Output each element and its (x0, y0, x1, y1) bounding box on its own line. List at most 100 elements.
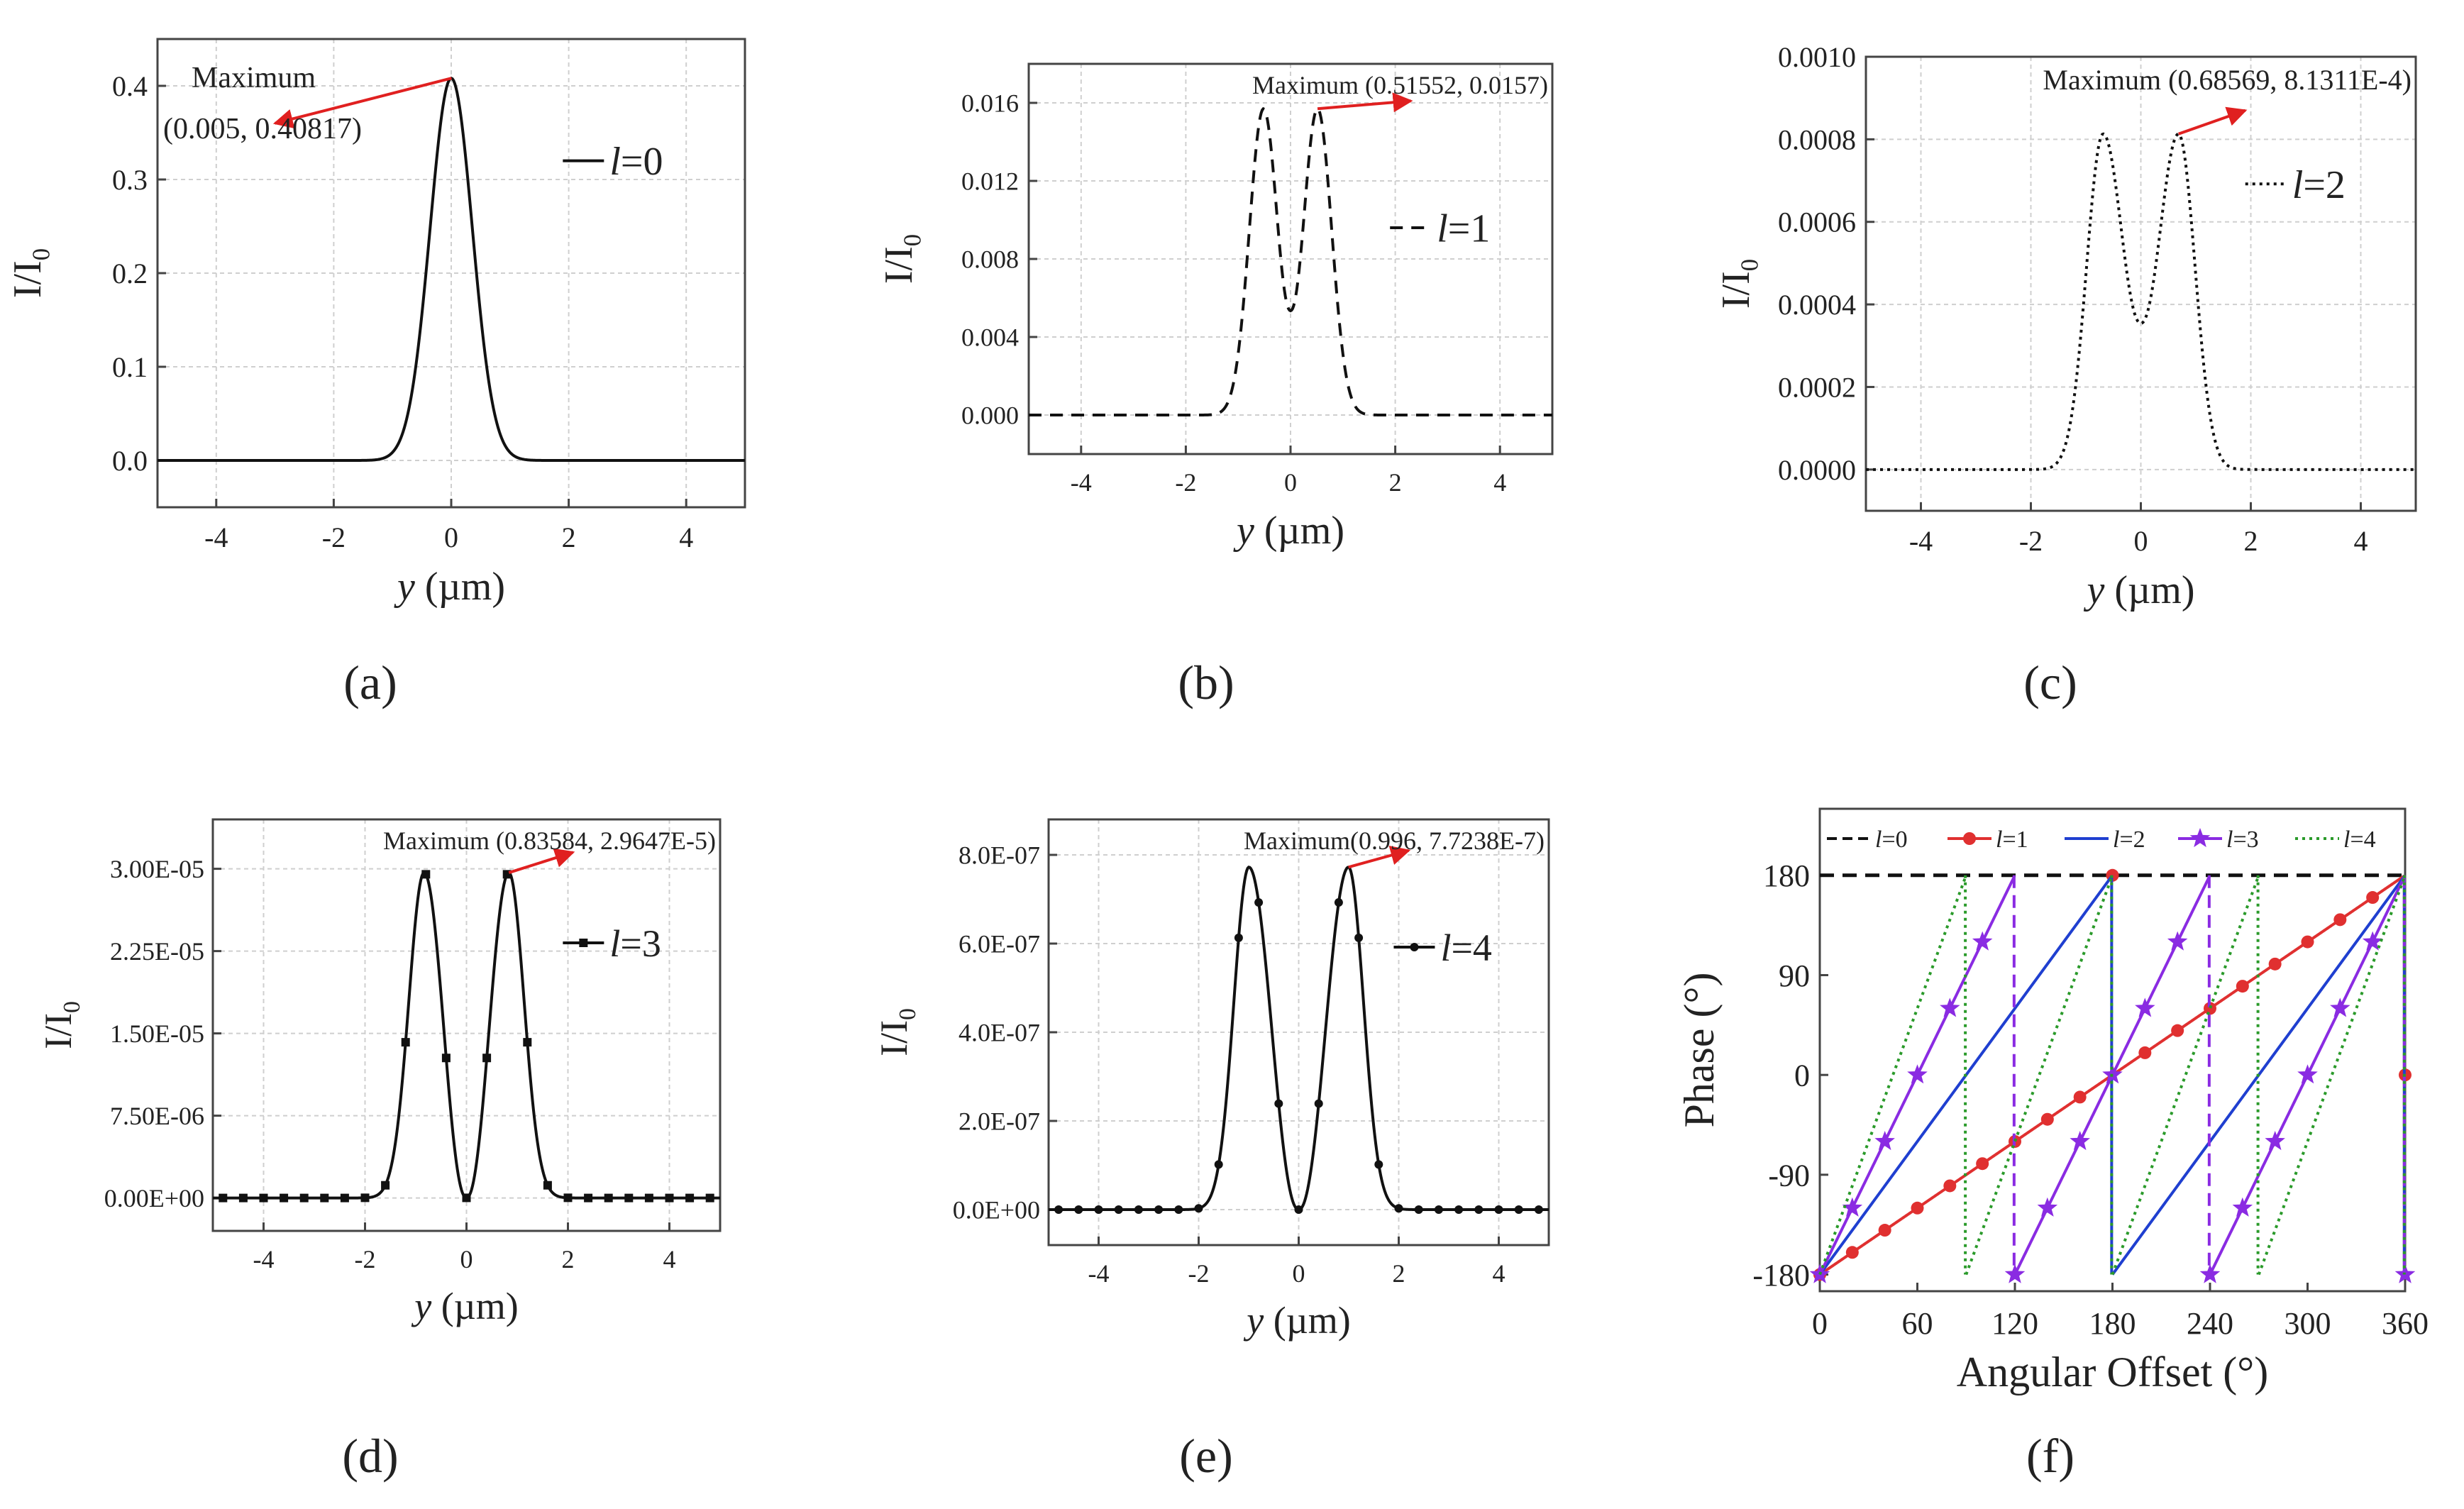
data-point (2102, 1064, 2123, 1084)
data-point (441, 1054, 451, 1063)
legend-label-l1: l=1 (1996, 827, 2028, 853)
data-point (1414, 1205, 1423, 1214)
data-point (1534, 1205, 1543, 1214)
data-point (2330, 997, 2350, 1017)
data-point (584, 1193, 593, 1203)
x-tick-label: 0 (444, 521, 458, 553)
x-tick-label: 4 (1493, 468, 1506, 497)
annotation-arrow (508, 848, 575, 874)
data-point (1907, 1064, 1928, 1084)
x-tick-label: 2 (562, 521, 576, 553)
y-tick-label: 2.25E-05 (110, 937, 204, 966)
data-point (1354, 933, 1364, 942)
chart-a: -4 -2 0 2 4 0.0 0.1 0.2 0.3 0.4 y (µm) I/I0 l=0 Maxim… (6, 38, 746, 609)
data-point (2138, 1046, 2152, 1059)
panel-label-a: (a) (343, 656, 397, 709)
legend-marker (1410, 943, 1419, 951)
data-point (1294, 1205, 1303, 1214)
data-point (1334, 898, 1343, 907)
legend-label-l2: l=2 (2113, 827, 2145, 853)
y-axis-label: I/I0 (877, 234, 926, 284)
data-point (2004, 1264, 2026, 1283)
x-axis-label: Angular Offset (°) (1957, 1349, 2268, 1395)
y-tick-label: 0.1 (112, 351, 148, 383)
y-tick-label: 0.0E+00 (953, 1196, 1040, 1225)
y-axis-label: I/I0 (6, 248, 55, 298)
x-tick-label: 4 (1493, 1259, 1506, 1288)
x-tick-label: 120 (1991, 1306, 2038, 1341)
data-point (401, 1038, 410, 1047)
x-tick-label: 300 (2285, 1306, 2331, 1341)
y-tick-label: 4.0E-07 (958, 1019, 1040, 1047)
data-point (1943, 1179, 1957, 1193)
y-tick-label: 0.0 (112, 445, 148, 477)
data-point (2362, 931, 2383, 951)
data-point (2236, 980, 2249, 993)
panel-label-b: (b) (1178, 656, 1234, 709)
x-tick-label: 4 (679, 521, 693, 553)
y-tick-label: 0.016 (961, 89, 1019, 118)
chart-c: -4 -2 0 2 4 0.0000 0.0002 0.0004 0.0006 0.0008 0.0… (1714, 41, 2417, 612)
y-tick-label: 2.0E-07 (958, 1107, 1040, 1136)
x-axis-label: y (µm) (1243, 1299, 1351, 1342)
x-tick-label: 0 (1812, 1306, 1828, 1341)
data-point (2037, 1197, 2058, 1217)
data-point (2268, 957, 2282, 971)
annotation-arrow (1348, 845, 1411, 869)
annotation-text: Maximum(0.996, 7.7238E-7) (1244, 827, 1545, 855)
x-tick-label: 0 (1293, 1259, 1305, 1288)
series-line-l4 (2257, 877, 2406, 1276)
x-tick-label: -2 (355, 1245, 376, 1273)
legend-label-l3: l=3 (2226, 827, 2259, 853)
data-point (259, 1193, 268, 1203)
y-tick-label: 0.004 (961, 324, 1019, 352)
annotation-arrow (272, 77, 452, 129)
legend-label: l=4 (1440, 927, 1491, 969)
x-tick-label: -2 (2019, 525, 2043, 557)
legend-marker (1963, 832, 1976, 845)
x-tick-label: 0 (2134, 525, 2148, 557)
data-point (2297, 1064, 2318, 1084)
y-tick-label: 0.008 (961, 245, 1019, 274)
y-tick-label: 8.0E-07 (958, 841, 1040, 870)
data-point (1374, 1160, 1383, 1169)
panel-label-e: (e) (1179, 1429, 1232, 1483)
y-tick-label: 0.00E+00 (104, 1184, 204, 1212)
data-point (1174, 1205, 1183, 1214)
data-point (299, 1193, 309, 1203)
y-tick-label: 7.50E-06 (110, 1102, 204, 1130)
annotation-text: (0.005, 0.40817) (163, 113, 362, 145)
legend-label: l=0 (609, 140, 663, 184)
x-tick-label: 180 (2089, 1306, 2136, 1341)
series-line-l4 (2111, 877, 2260, 1276)
x-tick-label: -4 (204, 521, 228, 553)
data-point (543, 1181, 552, 1190)
legend-marker (579, 939, 588, 947)
x-tick-label: -2 (1175, 468, 1196, 497)
annotation-text: Maximum (0.83584, 2.9647E-5) (383, 827, 716, 855)
legend-label: l=3 (609, 922, 661, 965)
x-tick-label: 60 (1902, 1306, 1933, 1341)
data-point (1474, 1205, 1484, 1214)
x-tick-label: 0 (460, 1245, 473, 1273)
x-tick-label: 360 (2382, 1306, 2429, 1341)
x-tick-label: 2 (2244, 525, 2258, 557)
y-tick-label: 0.2 (112, 258, 148, 289)
annotation-text: Maximum (0.51552, 0.0157) (1252, 71, 1548, 99)
data-point (2189, 828, 2211, 848)
data-point (563, 1193, 573, 1203)
y-tick-label: 0.0002 (1778, 371, 1856, 403)
y-tick-label: 3.00E-05 (110, 855, 204, 883)
data-point (1874, 1131, 1895, 1151)
data-point (1394, 1204, 1403, 1213)
data-point (1134, 1205, 1143, 1214)
series-line-l1 (1029, 106, 1552, 416)
y-tick-label: 0.0010 (1778, 41, 1856, 73)
y-tick-label: 90 (1779, 958, 1810, 993)
series-l4 (1818, 875, 2406, 1276)
data-point (2265, 1131, 2285, 1151)
y-tick-label: 0.4 (112, 70, 148, 102)
data-point (1494, 1205, 1503, 1214)
x-axis-label: y (µm) (1233, 509, 1344, 553)
y-tick-label: 0.0008 (1778, 123, 1856, 155)
